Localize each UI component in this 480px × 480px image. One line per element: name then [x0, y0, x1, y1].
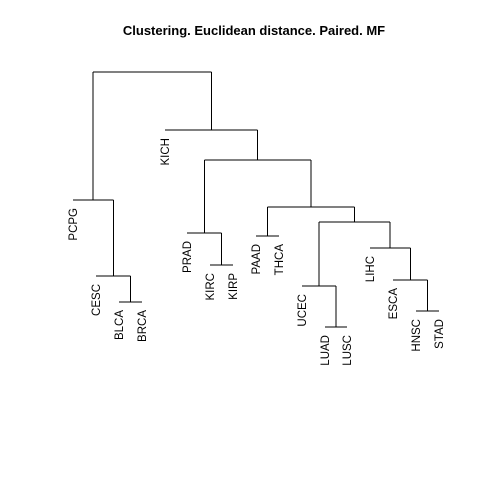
- leaf-label-kirc: KIRC: [205, 273, 217, 300]
- dendrogram-branches: [73, 71, 439, 328]
- leaf-label-hnsc: HNSC: [411, 319, 423, 352]
- chart-title: Clustering. Euclidean distance. Paired. …: [123, 23, 385, 38]
- leaf-label-ucec: UCEC: [297, 294, 309, 327]
- leaf-label-cesc: CESC: [91, 284, 103, 316]
- leaf-label-paad: PAAD: [251, 244, 263, 274]
- leaf-label-blca: BLCA: [114, 310, 126, 340]
- leaf-label-prad: PRAD: [182, 241, 194, 273]
- leaf-label-thca: THCA: [274, 244, 286, 276]
- leaf-label-kirp: KIRP: [228, 273, 240, 300]
- leaf-label-pcpg: PCPG: [68, 208, 80, 241]
- leaf-label-lihc: LIHC: [365, 256, 377, 282]
- leaf-label-lusc: LUSC: [342, 335, 354, 366]
- leaf-label-luad: LUAD: [320, 335, 332, 366]
- leaf-label-stad: STAD: [434, 319, 446, 349]
- leaf-label-brca: BRCA: [137, 310, 149, 342]
- leaf-labels: PCPG CESC BLCA BRCA KICH PRAD KIRC KIRP PAAD THCA…: [68, 138, 446, 366]
- leaf-label-esca: ESCA: [388, 288, 400, 320]
- leaf-label-kich: KICH: [160, 138, 172, 165]
